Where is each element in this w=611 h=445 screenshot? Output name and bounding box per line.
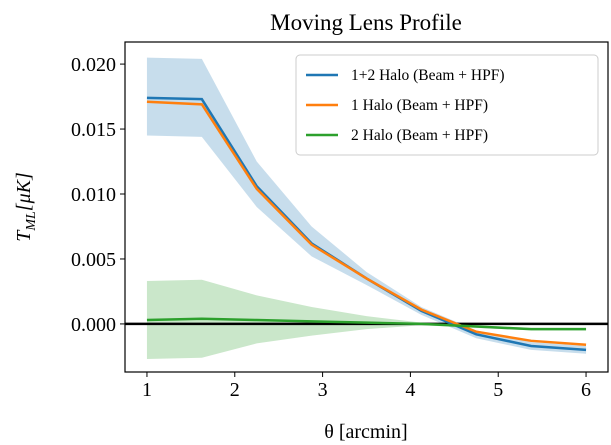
y-tick-label: 0.010 [71, 184, 116, 206]
x-tick-label: 4 [405, 379, 415, 401]
plot-area [125, 57, 608, 360]
legend-label: 1 Halo (Beam + HPF) [351, 97, 488, 114]
y-label-rest: [μK] [13, 172, 35, 211]
y-tick-label: 0.015 [71, 119, 116, 141]
chart-title: Moving Lens Profile [270, 10, 462, 35]
axes-frame [124, 41, 609, 373]
x-axis-label: θ [arcmin] [324, 421, 407, 443]
y-label-base: T [13, 229, 35, 242]
y-tick-label: 0.000 [71, 314, 116, 336]
y-label-sub: ML [24, 211, 39, 232]
x-tick-label: 3 [318, 379, 328, 401]
y-tick-label: 0.020 [71, 54, 116, 76]
legend-label: 1+2 Halo (Beam + HPF) [351, 67, 505, 84]
error-band [146, 279, 587, 360]
legend-label: 2 Halo (Beam + HPF) [351, 127, 488, 144]
y-tick-label: 0.005 [71, 249, 116, 271]
x-tick-label: 6 [581, 379, 591, 401]
x-tick-label: 2 [230, 379, 240, 401]
x-tick-label: 5 [493, 379, 503, 401]
legend-box [295, 54, 599, 156]
y-axis-label: TML[μK] [13, 172, 39, 242]
series-line [146, 317, 587, 331]
series-line [146, 100, 587, 346]
x-tick-label: 1 [142, 379, 152, 401]
error-band [146, 57, 587, 354]
